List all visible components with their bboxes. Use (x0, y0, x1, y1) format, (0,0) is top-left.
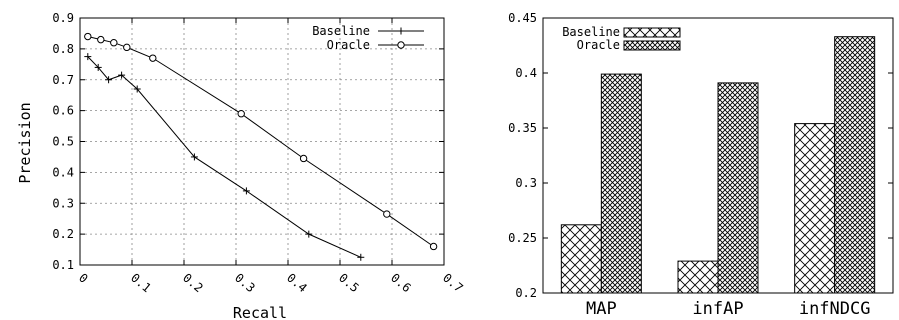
x-tick-label: 0.3 (232, 271, 258, 296)
oracle-point (110, 39, 118, 47)
y-tick-label: 0.6 (52, 104, 74, 118)
y-tick-label: 0.5 (52, 135, 74, 149)
baseline-bar-infap (677, 260, 719, 294)
baseline-point (357, 253, 365, 261)
legend-marker-baseline (397, 27, 405, 35)
x-axis-label: Recall (233, 304, 287, 320)
y-tick-label: 0.2 (515, 286, 537, 300)
y-tick-label: 0.2 (52, 227, 74, 241)
oracle-point (383, 210, 391, 218)
category-label: MAP (586, 299, 617, 319)
legend-swatch-baseline (623, 27, 681, 38)
legend-label-baseline: Baseline (312, 24, 370, 38)
baseline-point (105, 76, 113, 84)
x-tick-label: 0.2 (180, 271, 206, 296)
metrics-bar-chart: 0.2 0.25 0.3 0.35 0.4 0.45 MAP infAP infNDCG Base… (508, 11, 894, 319)
x-tick-label: 0.4 (284, 271, 310, 296)
baseline-point (305, 230, 313, 238)
oracle-point (299, 154, 308, 163)
x-tick-label: 0.7 (440, 271, 466, 296)
legend-label-baseline: Baseline (562, 25, 620, 39)
baseline-point (94, 63, 102, 71)
y-axis-label: Precision (16, 102, 34, 183)
legend-marker-oracle (397, 41, 405, 49)
x-tick-label: 0.1 (128, 271, 154, 296)
oracle-point (429, 242, 438, 251)
y-tick-label: 0.8 (52, 42, 74, 56)
x-tick-label: 0 (76, 271, 91, 286)
baseline-point (118, 71, 126, 79)
precision-recall-chart: 0.10.20.30.40.50.60.70.80.90 0.1 0.2 0.3 0.4… (16, 11, 466, 320)
legend-label-oracle: Oracle (577, 38, 620, 52)
oracle-point (237, 110, 245, 118)
y-tick-label: 0.3 (515, 176, 537, 190)
baseline-bar-map (560, 224, 602, 294)
y-tick-label: 0.45 (508, 11, 537, 25)
y-tick-label: 0.3 (52, 196, 74, 210)
category-label: infNDCG (799, 299, 871, 319)
oracle-point (149, 54, 157, 62)
legend-swatch-oracle (623, 40, 681, 51)
y-tick-label: 0.25 (508, 231, 537, 245)
y-tick-label: 0.1 (52, 258, 74, 272)
x-tick-label: 0.6 (388, 271, 414, 296)
y-tick-label: 0.9 (52, 11, 74, 25)
y-tick-label: 0.7 (52, 73, 74, 87)
baseline-line (87, 56, 362, 258)
oracle-point (84, 32, 92, 41)
baseline-point (84, 53, 92, 61)
y-tick-label: 0.35 (508, 121, 537, 135)
baseline-bar-infndcg (794, 123, 836, 294)
legend-label-oracle: Oracle (327, 38, 370, 52)
baseline-point (133, 85, 141, 93)
baseline-point (242, 187, 250, 195)
baseline-point (190, 153, 198, 161)
oracle-bar-infap (717, 82, 759, 294)
y-tick-label: 0.4 (515, 66, 537, 80)
oracle-point (97, 35, 105, 44)
oracle-bar-map (600, 73, 642, 294)
x-tick-label: 0.5 (336, 271, 362, 296)
oracle-bar-infndcg (834, 36, 876, 294)
oracle-point (123, 43, 131, 52)
category-label: infAP (692, 299, 743, 319)
y-tick-label: 0.4 (52, 165, 74, 179)
